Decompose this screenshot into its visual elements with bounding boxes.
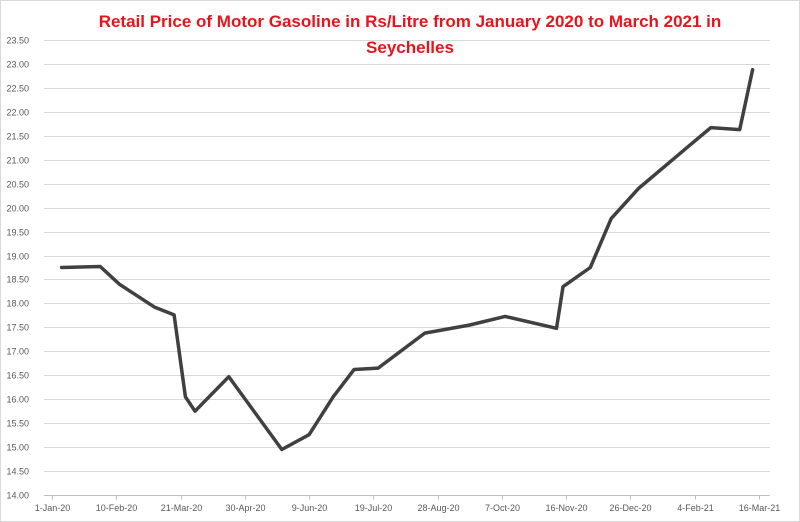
y-axis-tick-labels: 14.00 14.50 15.00 15.50 16.00 16.50 17.00 17.50… bbox=[6, 36, 29, 501]
data-point bbox=[562, 285, 565, 288]
x-tick-label: 1-Jan-20 bbox=[35, 503, 71, 513]
y-tick-label: 23.50 bbox=[6, 36, 29, 46]
y-tick-label: 14.00 bbox=[6, 491, 29, 501]
data-point bbox=[504, 315, 507, 318]
y-tick-label: 21.00 bbox=[6, 156, 29, 166]
data-point bbox=[589, 266, 592, 269]
chart-title: Retail Price of Motor Gasoline in Rs/Lit… bbox=[98, 12, 722, 57]
data-point bbox=[751, 68, 754, 71]
data-point bbox=[377, 367, 380, 370]
y-tick-label: 15.50 bbox=[6, 419, 29, 429]
x-tick-label: 4-Feb-21 bbox=[677, 503, 714, 513]
y-tick-label: 15.00 bbox=[6, 443, 29, 453]
data-point bbox=[610, 217, 613, 220]
y-tick-label: 19.50 bbox=[6, 228, 29, 238]
data-point bbox=[153, 306, 156, 309]
x-axis-tick-labels: 1-Jan-20 10-Feb-20 21-Mar-20 30-Apr-20 9-Jun… bbox=[35, 503, 781, 513]
y-tick-label: 18.50 bbox=[6, 275, 29, 285]
data-point bbox=[353, 368, 356, 371]
x-tick-label: 10-Feb-20 bbox=[96, 503, 138, 513]
data-point bbox=[709, 126, 712, 129]
data-point bbox=[332, 395, 335, 398]
data-point bbox=[280, 448, 283, 451]
y-tick-label: 18.00 bbox=[6, 299, 29, 309]
data-point bbox=[118, 283, 121, 286]
data-point bbox=[184, 395, 187, 398]
x-tick-label: 21-Mar-20 bbox=[161, 503, 203, 513]
data-point bbox=[308, 433, 311, 436]
y-tick-label: 21.50 bbox=[6, 132, 29, 142]
y-tick-label: 14.50 bbox=[6, 467, 29, 477]
x-tick-label: 9-Jun-20 bbox=[292, 503, 328, 513]
y-tick-label: 17.00 bbox=[6, 347, 29, 357]
y-tick-label: 22.50 bbox=[6, 84, 29, 94]
data-point bbox=[194, 410, 197, 413]
data-point bbox=[637, 187, 640, 190]
x-tick-label: 28-Aug-20 bbox=[417, 503, 459, 513]
y-tick-label: 16.50 bbox=[6, 371, 29, 381]
grid-lines bbox=[44, 40, 770, 472]
x-axis bbox=[44, 495, 770, 500]
y-tick-label: 23.00 bbox=[6, 60, 29, 70]
data-point bbox=[685, 146, 688, 149]
data-point bbox=[60, 266, 63, 269]
y-tick-label: 22.00 bbox=[6, 108, 29, 118]
y-tick-label: 20.00 bbox=[6, 204, 29, 214]
y-tick-label: 17.50 bbox=[6, 323, 29, 333]
x-tick-label: 19-Jul-20 bbox=[355, 503, 393, 513]
data-point bbox=[173, 313, 176, 316]
data-point bbox=[738, 128, 741, 131]
y-tick-label: 19.00 bbox=[6, 252, 29, 262]
x-tick-label: 7-Oct-20 bbox=[485, 503, 520, 513]
y-tick-label: 20.50 bbox=[6, 180, 29, 190]
data-point bbox=[227, 375, 230, 378]
data-point bbox=[423, 332, 426, 335]
data-point bbox=[468, 324, 471, 327]
data-point bbox=[99, 265, 102, 268]
x-tick-label: 16-Nov-20 bbox=[545, 503, 587, 513]
x-tick-label: 26-Dec-20 bbox=[609, 503, 651, 513]
data-point bbox=[555, 327, 558, 330]
series-layer bbox=[59, 67, 755, 452]
x-tick-label: 30-Apr-20 bbox=[225, 503, 265, 513]
x-tick-label: 16-Mar-21 bbox=[739, 503, 781, 513]
series-line bbox=[59, 67, 755, 452]
y-tick-label: 16.00 bbox=[6, 395, 29, 405]
